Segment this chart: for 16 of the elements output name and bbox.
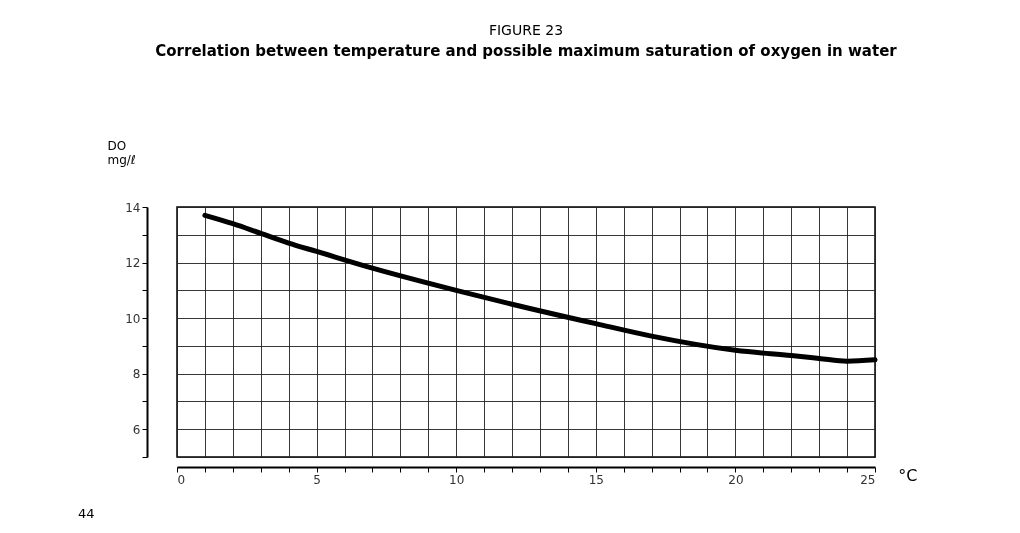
y-tick-label: 10: [125, 311, 141, 326]
y-tick-label: 14: [125, 200, 141, 215]
y-tick-label: 8: [132, 367, 141, 382]
chart-title: FIGURE 23: [488, 22, 564, 38]
x-tick-label: 20: [728, 472, 744, 487]
y-tick-label: 6: [132, 422, 141, 437]
x-tick-label: 10: [449, 472, 465, 487]
x-axis-title: °C: [898, 465, 918, 485]
x-tick-label: 15: [588, 472, 604, 487]
x-tick-label: 0: [177, 472, 186, 487]
chart-subtitle: Correlation between temperature and possible maximum saturation of oxygen in water: [155, 42, 898, 60]
y-axis-title: DO mg/ℓ: [107, 138, 136, 167]
x-tick-label: 25: [860, 472, 876, 487]
y-tick-label: 12: [125, 256, 141, 271]
x-tick-label: 5: [313, 472, 321, 487]
text: 44: [78, 506, 95, 521]
